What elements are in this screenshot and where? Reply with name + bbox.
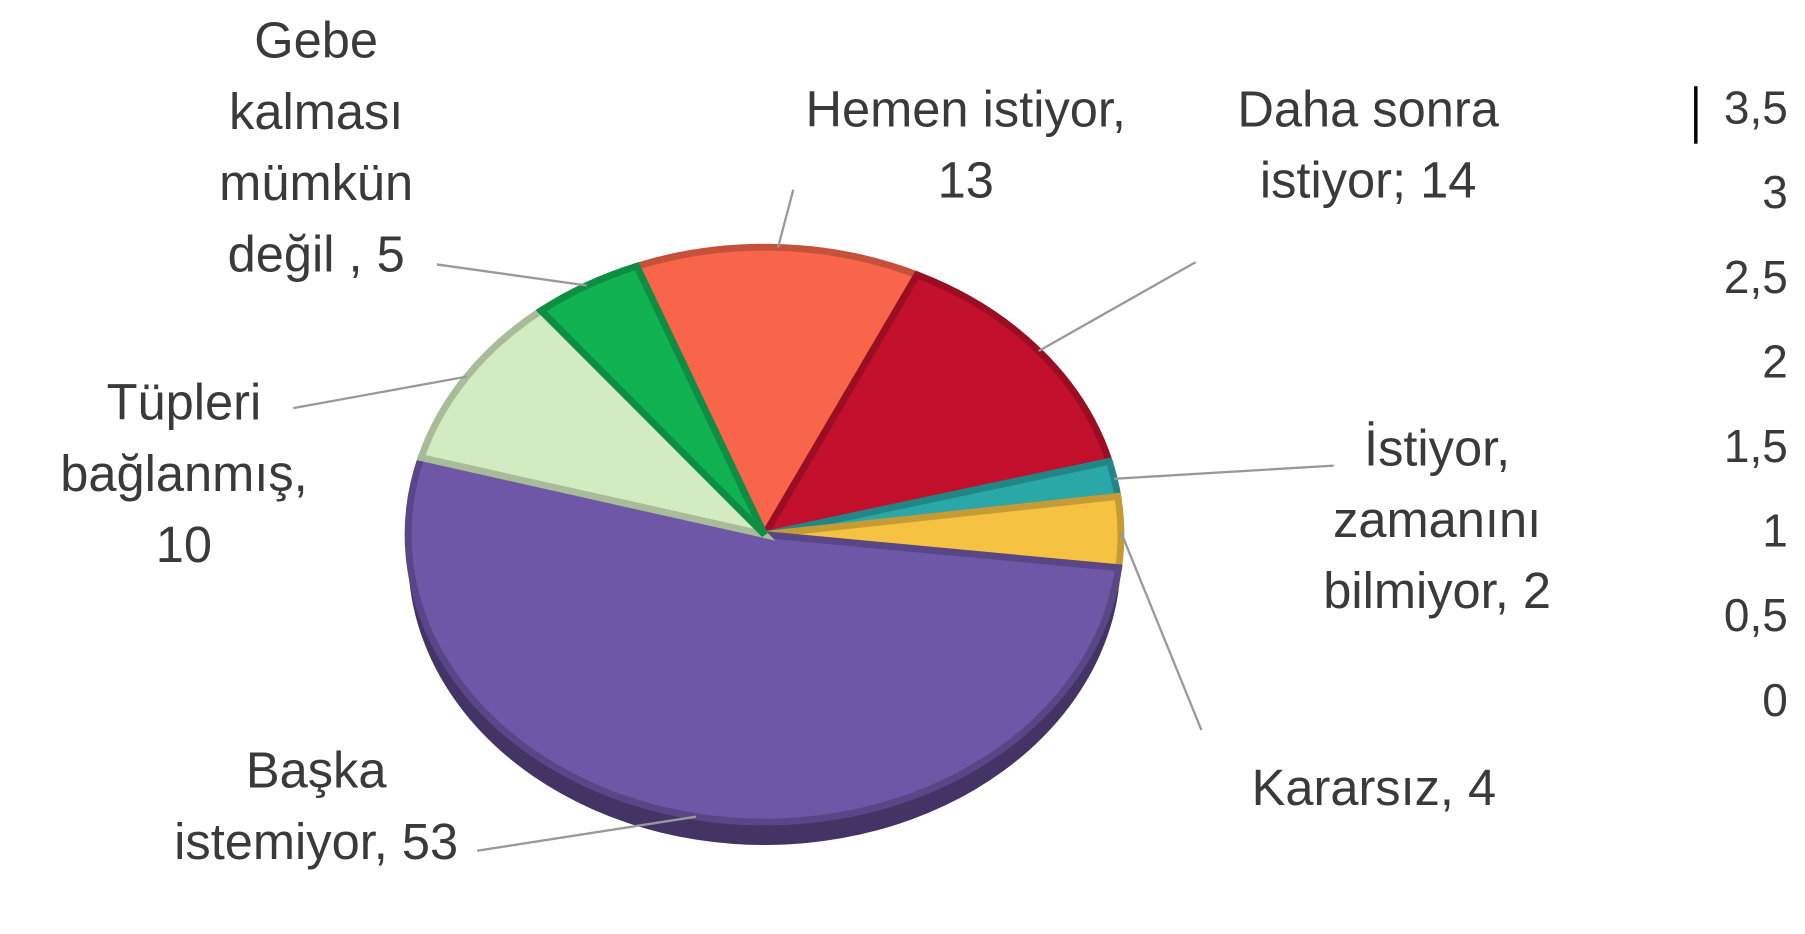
data-label: Başka istemiyor, 53 (174, 742, 459, 871)
leader-line (1114, 464, 1334, 480)
y-tick-label: 2,5 (1724, 251, 1788, 303)
leader-line (776, 189, 795, 248)
leader-line (1119, 531, 1203, 731)
y-tick-label: 2 (1762, 335, 1788, 387)
slice (631, 243, 923, 542)
y-tick-label: 3 (1762, 166, 1788, 218)
data-label: Tüpleri bağlanmış, 10 (60, 374, 308, 574)
y-tick-label: 0 (1762, 674, 1788, 726)
slice (416, 306, 776, 541)
data-label: Daha sonra istiyor; 14 (1237, 81, 1499, 210)
slice (757, 270, 1114, 540)
leader-line (1038, 261, 1197, 352)
y-tick-label: 3,5 (1724, 82, 1788, 134)
leader-line (292, 375, 468, 410)
y-tick-label: 0,5 (1724, 589, 1788, 641)
data-label: Kararsız, 4 (1251, 759, 1497, 817)
data-label: İstiyor, zamanını bilmiyor, 2 (1323, 420, 1551, 620)
leader-line (476, 815, 697, 852)
y-tick-label: 1,5 (1724, 420, 1788, 472)
data-label: Gebe kalması mümkün değil , 5 (219, 12, 414, 283)
slice (535, 262, 768, 538)
data-label: Hemen istiyor, 13 (805, 81, 1126, 210)
y-tick-label: 1 (1762, 505, 1788, 557)
slice (404, 453, 1123, 826)
leader-line (436, 263, 587, 287)
